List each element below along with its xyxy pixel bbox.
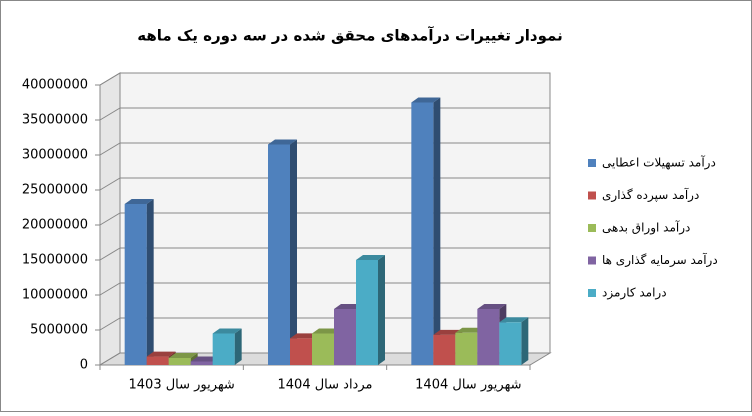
bar-top	[124, 199, 154, 204]
grid-line	[99, 247, 550, 261]
x-tick-label: مرداد سال 1404	[278, 378, 373, 393]
x-tick-label: شهریور سال 1403	[129, 378, 235, 393]
bar-side	[290, 139, 297, 365]
legend-swatch	[588, 224, 596, 232]
grid-line	[99, 142, 550, 156]
y-tick-label: 35000000	[22, 113, 88, 128]
bar-top	[455, 327, 485, 333]
bar	[190, 361, 213, 365]
bar	[124, 204, 147, 365]
legend-swatch	[588, 289, 596, 297]
bar-side	[234, 328, 242, 365]
legend-swatch	[588, 191, 596, 200]
grid-line	[99, 177, 550, 191]
bar	[290, 338, 312, 365]
bar	[146, 356, 169, 365]
bar	[477, 309, 500, 365]
grid-line	[99, 72, 550, 86]
grid-line	[99, 212, 550, 226]
bar-side	[521, 317, 529, 365]
legend-label: درآمد اوراق بدهی	[602, 220, 690, 236]
bar-top	[411, 97, 441, 103]
bar	[433, 334, 456, 365]
bar-top	[168, 353, 198, 358]
bar-top	[268, 139, 297, 145]
bar	[356, 260, 378, 365]
bar-top	[477, 304, 507, 309]
y-tick-label: 10000000	[22, 288, 88, 303]
bar-top	[334, 304, 363, 309]
bar	[334, 309, 356, 365]
bar-side	[378, 255, 385, 365]
bar	[411, 102, 434, 365]
bar-top	[312, 328, 341, 334]
legend-label: درامد کارمزد	[602, 286, 667, 301]
chart-title: نمودار تغییرات درآمدهای محقق شده در سه د…	[137, 27, 562, 45]
bar	[168, 358, 191, 365]
legend-label: درآمد تسهیلات اعطایی	[602, 155, 716, 171]
bar-side	[146, 199, 154, 365]
y-tick-label: 40000000	[22, 78, 88, 93]
bar-top	[356, 255, 385, 260]
bar	[268, 144, 290, 365]
bar-top	[212, 328, 242, 334]
grid-line	[99, 317, 550, 331]
bar	[499, 322, 522, 365]
x-tick-label: شهریور سال 1404	[415, 378, 521, 393]
grid-line	[99, 352, 550, 366]
y-tick-label: 30000000	[22, 148, 88, 163]
y-tick-label: 5000000	[30, 323, 88, 338]
bar-top	[290, 333, 319, 339]
y-tick-label: 0	[80, 358, 88, 373]
bar-top	[433, 329, 463, 335]
legend-swatch	[588, 159, 596, 167]
grid-line	[99, 282, 550, 296]
bar	[455, 332, 478, 365]
bar-side	[433, 97, 441, 365]
y-tick-label: 25000000	[22, 183, 88, 198]
legend-label: درآمد سپرده گذاری	[602, 187, 699, 203]
bar	[312, 333, 334, 365]
legend-label: درآمد سرمایه گذاری ها	[602, 252, 718, 268]
y-tick-label: 15000000	[22, 253, 88, 268]
bar-top	[190, 356, 220, 362]
legend-swatch	[588, 256, 596, 265]
y-tick-label: 20000000	[22, 218, 88, 233]
bar-top	[146, 351, 176, 357]
grid-line	[99, 107, 550, 121]
bar-top	[499, 317, 529, 323]
bar	[212, 333, 235, 365]
